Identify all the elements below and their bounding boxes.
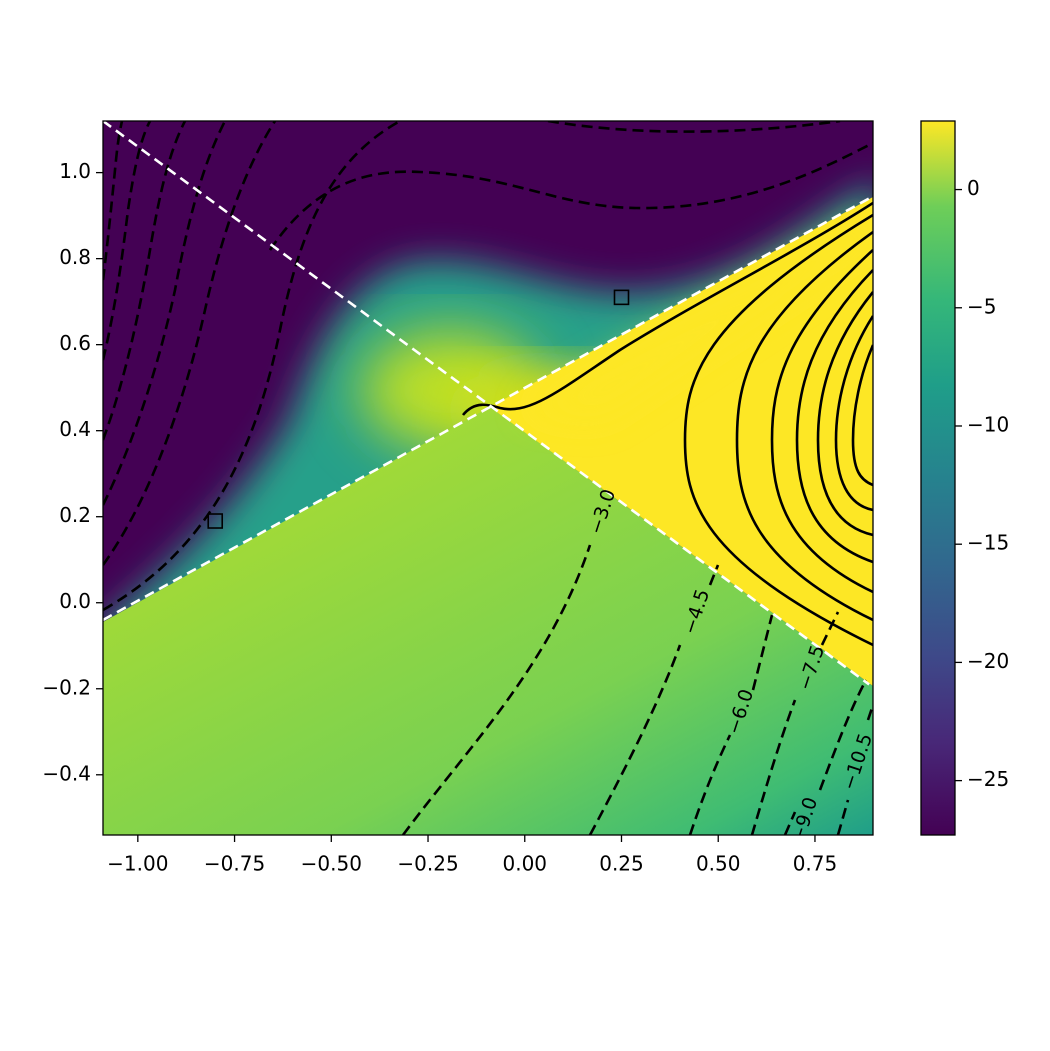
marker: [207, 513, 224, 529]
boundary-line: [103, 197, 870, 622]
x-tick-label: −0.50: [301, 852, 362, 876]
colorbar-tick-label: −10: [967, 412, 1009, 436]
colorbar-tick-label: −15: [967, 531, 1009, 555]
x-tick-label: −1.00: [107, 852, 168, 876]
y-tick-label: 0.2: [59, 503, 91, 527]
colorbar: [920, 120, 956, 836]
x-tick-label: 0.75: [793, 852, 838, 876]
x-tick-label: 0.50: [696, 852, 741, 876]
colorbar-tick-label: −25: [967, 767, 1009, 791]
plot-frame: [102, 120, 874, 836]
colorbar-tick-label: −5: [967, 294, 996, 318]
x-tick-label: 0.00: [502, 852, 547, 876]
marker: [613, 289, 630, 306]
y-tick-label: 0.0: [59, 589, 91, 613]
heatmap: −3.0−4.5−6.0−7.5−9.0−10.5: [103, 121, 873, 835]
colorbar-tick-label: 0: [967, 176, 980, 200]
dashed-contours: [103, 121, 873, 835]
y-tick-label: 1.0: [59, 159, 91, 183]
x-tick-label: −0.75: [204, 852, 265, 876]
x-tick-label: 0.25: [599, 852, 644, 876]
x-tick-label: −0.25: [397, 852, 458, 876]
colorbar-tick-label: −20: [967, 649, 1009, 673]
y-tick-label: −0.2: [42, 675, 91, 699]
y-tick-label: 0.4: [59, 417, 91, 441]
boundary-line: [103, 121, 870, 686]
y-tick-label: 0.8: [59, 245, 91, 269]
y-tick-label: 0.6: [59, 331, 91, 355]
solid-contours: [461, 201, 873, 647]
y-tick-label: −0.4: [42, 761, 91, 785]
